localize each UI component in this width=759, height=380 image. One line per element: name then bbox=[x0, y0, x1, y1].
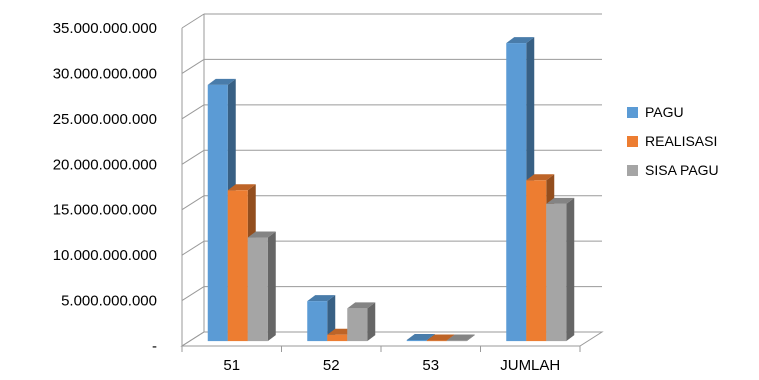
bar-front-face bbox=[406, 340, 427, 342]
x-tick-label: 51 bbox=[223, 357, 240, 374]
bar-top-face bbox=[406, 334, 435, 341]
axes bbox=[181, 28, 581, 352]
bar-front-face bbox=[227, 190, 248, 342]
bar-front-face bbox=[546, 203, 567, 342]
bar-top-face bbox=[207, 78, 236, 85]
bar-sisa-pagu-jumlah bbox=[546, 197, 575, 342]
bar-side-face bbox=[327, 295, 336, 342]
bar-top-face bbox=[506, 37, 535, 44]
legend-label: SISA PAGU bbox=[645, 162, 719, 178]
bar-side-face bbox=[466, 334, 475, 342]
bar-front-face bbox=[446, 340, 467, 342]
bar-front-face bbox=[426, 340, 447, 342]
legend-label: PAGU bbox=[645, 104, 684, 120]
y-tick-label: - bbox=[152, 338, 157, 355]
side-gridline bbox=[181, 104, 205, 120]
legend-item: SISA PAGU bbox=[627, 162, 719, 178]
bar-front-face bbox=[347, 308, 368, 342]
side-gridline bbox=[181, 59, 205, 74]
legend-swatch bbox=[627, 136, 638, 147]
bar-top-face bbox=[546, 197, 575, 204]
bar-front-face bbox=[506, 43, 527, 342]
bar-front-face bbox=[327, 334, 348, 342]
bar-sisa-pagu-53 bbox=[446, 334, 475, 342]
side-gridline bbox=[181, 149, 205, 165]
legend: PAGU REALISASI SISA PAGU bbox=[627, 104, 719, 178]
bar-top-face bbox=[307, 295, 336, 302]
bar-top-face bbox=[247, 231, 276, 238]
legend-swatch bbox=[627, 107, 638, 118]
legend-swatch bbox=[627, 165, 638, 176]
y-tick-label: 30.000.000.000 bbox=[53, 65, 157, 82]
bar-front-face bbox=[207, 84, 228, 342]
y-tick-label: 35.000.000.000 bbox=[53, 20, 157, 37]
bar-top-face bbox=[526, 174, 555, 181]
bar-sisa-pagu-51 bbox=[247, 231, 276, 342]
y-tick-label: 20.000.000.000 bbox=[53, 156, 157, 173]
legend-item: REALISASI bbox=[627, 133, 717, 149]
legend-label: REALISASI bbox=[645, 133, 717, 149]
bar-front-face bbox=[307, 301, 328, 342]
y-tick-label: 15.000.000.000 bbox=[53, 202, 157, 219]
side-gridline bbox=[181, 13, 205, 29]
bar-front-face bbox=[247, 237, 268, 342]
x-tick-label: 53 bbox=[422, 357, 439, 374]
bar-top-face bbox=[446, 334, 475, 341]
x-tick-labels: 51 52 53 JUMLAH bbox=[223, 357, 560, 374]
side-gridline bbox=[181, 331, 205, 347]
y-tick-labels: - 5.000.000.000 10.000.000.000 15.000.000.0… bbox=[53, 20, 157, 355]
x-tick-label: 52 bbox=[323, 357, 340, 374]
bar-side-face bbox=[566, 197, 575, 342]
side-gridline bbox=[181, 240, 205, 256]
bar-side-face bbox=[367, 302, 376, 342]
y-tick-label: 5.000.000.000 bbox=[61, 293, 157, 310]
bar-pagu-52 bbox=[307, 295, 336, 342]
side-gridline bbox=[181, 195, 205, 211]
bar-front-face bbox=[526, 180, 547, 342]
bars bbox=[207, 37, 575, 342]
bar-side-face bbox=[267, 231, 276, 342]
y-tick-label: 25.000.000.000 bbox=[53, 111, 157, 128]
y-tick-label: 10.000.000.000 bbox=[53, 247, 157, 264]
bar-sisa-pagu-52 bbox=[347, 302, 376, 342]
bar-top-face bbox=[347, 302, 376, 309]
bar-top-face bbox=[227, 184, 256, 191]
x-tick-label: JUMLAH bbox=[500, 357, 560, 374]
bar-top-face bbox=[426, 334, 455, 341]
legend-item: PAGU bbox=[627, 104, 684, 120]
side-gridline bbox=[181, 286, 205, 301]
